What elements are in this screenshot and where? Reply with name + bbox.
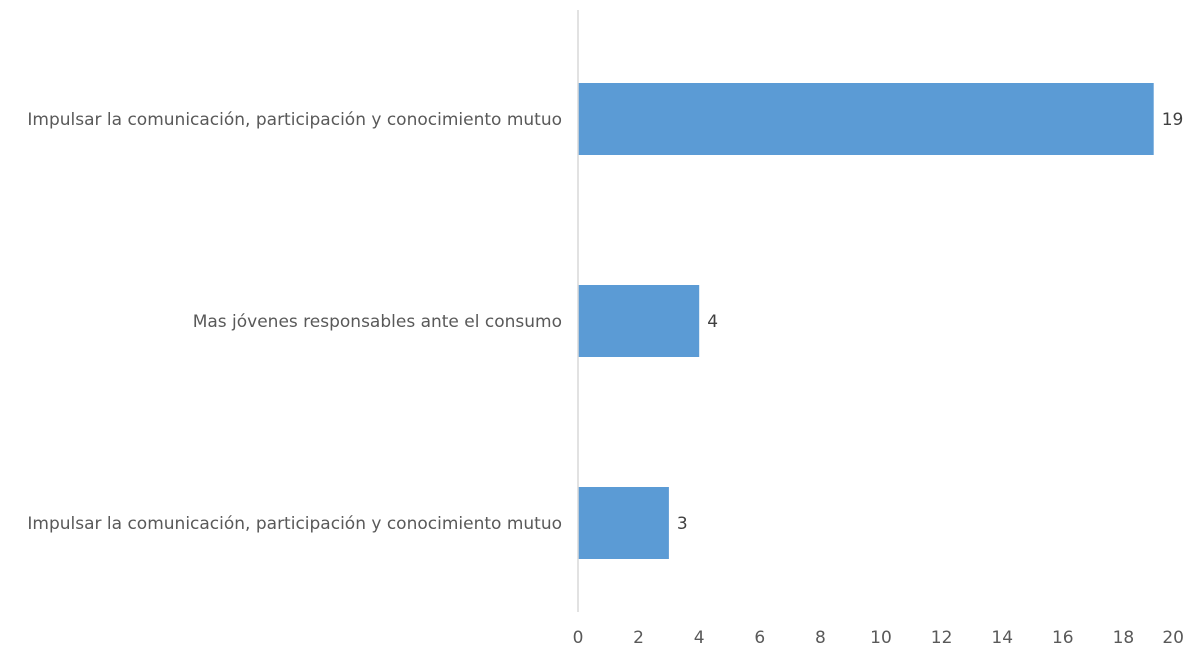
x-tick-label-18: 18	[1113, 628, 1135, 648]
data-label-2: 4	[707, 312, 718, 332]
category-labels: Impulsar la comunicación, participación …	[27, 110, 562, 534]
bar-2	[578, 285, 700, 357]
x-tick-label-0: 0	[573, 628, 584, 648]
bars-layer	[578, 83, 1154, 559]
x-tick-label-4: 4	[694, 628, 705, 648]
x-tick-label-10: 10	[870, 628, 892, 648]
x-tick-label-2: 2	[633, 628, 644, 648]
x-tick-labels: 0 2 4 6 8 10 12 14 16 18 20	[573, 628, 1184, 648]
category-label-1: Impulsar la comunicación, participación …	[27, 110, 562, 130]
x-tick-label-16: 16	[1052, 628, 1074, 648]
data-label-1: 19	[1162, 110, 1184, 130]
x-tick-label-14: 14	[991, 628, 1013, 648]
category-label-3: Impulsar la comunicación, participación …	[27, 514, 562, 534]
bar-1	[578, 83, 1154, 155]
x-tick-label-6: 6	[754, 628, 765, 648]
bar-3	[578, 487, 669, 559]
x-tick-label-12: 12	[931, 628, 953, 648]
category-label-2: Mas jóvenes responsables ante el consumo	[193, 312, 562, 332]
data-label-3: 3	[677, 514, 688, 534]
x-tick-label-8: 8	[815, 628, 826, 648]
x-tick-label-20: 20	[1162, 628, 1184, 648]
